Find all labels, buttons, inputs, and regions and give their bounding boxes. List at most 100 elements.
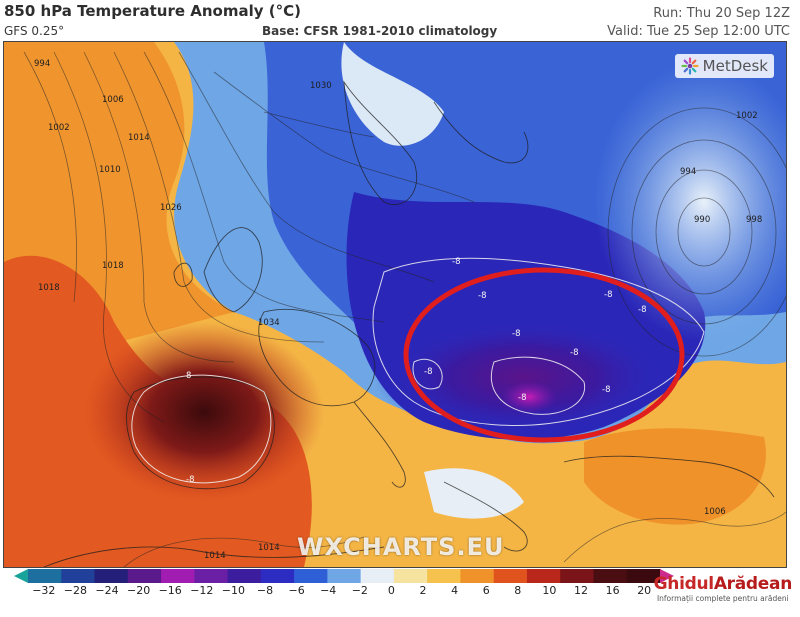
anomaly-label: -8 [518,393,526,403]
isobar-label: 990 [694,215,710,225]
legend-swatch [460,569,495,583]
legend-swatch [127,569,162,583]
legend-tick-label: 8 [514,584,522,597]
legend-tick-label: −12 [190,584,214,597]
scandinavia-pale-region [341,42,444,146]
legend-swatch [493,569,528,583]
highlight-circle [403,267,685,443]
climatology-base-label: Base: CFSR 1981-2010 climatology [262,24,498,38]
anomaly-label: -8 [604,290,612,300]
legend-tick-label: −20 [126,584,151,597]
wxcharts-watermark: WXCHARTS.EU [297,533,505,561]
legend-swatch [260,569,295,583]
anomaly-label: -8 [452,257,460,267]
isobar-label: 1030 [310,81,332,91]
isobar-label: 994 [34,59,50,69]
legend-swatch [94,569,129,583]
cold-core-eastern-europe [374,317,674,437]
isobar-label: 1006 [704,507,726,517]
isobar-label: 1006 [102,95,124,105]
legend-ticks: −32 −28 −24 −20 −16 −12 −10 −8 −6 −4 −2 0 2 4 6 8 10 12 16… [14,584,674,602]
legend-tick-label: 0 [387,584,395,597]
isobar-label: 1010 [99,165,121,175]
legend-swatch [294,569,328,583]
ghidul-aradean-brand: GhidulArădean Informații complete pentru… [653,574,793,603]
color-legend: −32 −28 −24 −20 −16 −12 −10 −8 −6 −4 −2 0 2 4 6 8 10 12 16… [14,568,674,614]
legend-swatch [161,569,195,583]
isobar-label: 994 [680,167,696,177]
isobar-label-layer: 994 1006 1002 1014 1010 1026 1030 1018 1… [34,59,762,561]
metdesk-logo-icon [681,57,699,75]
legend-tick-label: −4 [320,584,337,597]
legend-tick-label: −16 [158,584,182,597]
anomaly-label: 8 [186,371,191,381]
isobars [23,51,786,567]
legend-tick-label: 6 [482,584,490,597]
anomaly-label: -8 [478,291,486,301]
anomaly-label: -8 [570,348,578,358]
legend-tick-label: 12 [574,584,588,597]
brand-name: GhidulArădean [653,574,793,594]
isobar-label: 1018 [38,283,60,293]
isobar-label: 1026 [160,203,182,213]
legend-colorbar [14,569,674,583]
legend-arrow-left [14,569,28,583]
chart-title: 850 hPa Temperature Anomaly (°C) [4,2,301,20]
legend-tick-label: −28 [63,584,87,597]
anomaly-map: 994 1006 1002 1014 1010 1026 1030 1018 1… [3,41,787,568]
legend-tick-label: 16 [605,584,620,597]
turkey-warm-region [584,428,766,525]
legend-tick-label: −24 [95,584,119,597]
russia-mild-region [594,62,786,342]
anomaly-label: -8 [186,475,194,485]
iberia-hot-core [84,322,324,502]
anomaly-label: -8 [638,305,646,315]
metdesk-logo: MetDesk [674,54,774,78]
legend-swatch [28,569,62,583]
legend-tick-label: −6 [288,584,305,597]
legend-swatch [593,569,628,583]
balkan-neutral-region [424,468,524,519]
isobar-label: 1034 [258,318,280,328]
valid-time-label: Valid: Tue 25 Sep 12:00 UTC [607,24,790,39]
isobar-label: 1002 [48,123,70,133]
legend-swatch [427,569,462,583]
anomaly-label-layer: 8 -8 -8 -8 -8 -8 -8 -8 -8 -8 -8 [186,257,646,485]
model-label: GFS 0.25° [4,24,65,38]
legend-tick-label: 4 [451,584,459,597]
isobar-label: 1014 [258,543,280,553]
anomaly-label: -8 [424,367,432,377]
legend-tick-label: −32 [32,584,56,597]
legend-swatch [327,569,362,583]
isobar-label: 1014 [128,133,150,143]
legend-swatch [61,569,96,583]
legend-swatch [227,569,262,583]
map-canvas: 994 1006 1002 1014 1010 1026 1030 1018 1… [4,42,786,567]
legend-tick-label: −8 [256,584,274,597]
legend-swatch [393,569,428,583]
coastlines [43,80,775,567]
anomaly-label: -8 [512,329,520,339]
isobar-label: 1002 [736,111,758,121]
legend-arrow-right [660,569,674,583]
legend-tick-label: 20 [637,584,652,597]
isobar-label: 1014 [204,551,226,561]
brand-name-part2: Arădean [713,574,792,594]
brand-tagline: Informații complete pentru arădeni [656,594,789,603]
isobar-label: 1018 [102,261,124,271]
isobar-label: 998 [746,215,762,225]
legend-tick-label: −10 [221,584,245,597]
anomaly-label: -8 [602,385,610,395]
run-time-label: Run: Thu 20 Sep 12Z [653,6,790,21]
legend-swatch [360,569,395,583]
metdesk-logo-text: MetDesk [702,57,768,75]
legend-tick-label: 10 [542,584,557,597]
legend-tick-label: −2 [351,584,368,597]
extreme-cold-spot [501,381,557,413]
anomaly-contours [131,257,705,484]
legend-tick-label: 2 [419,584,427,597]
legend-swatch [560,569,595,583]
legend-swatch [526,569,561,583]
legend-swatch [194,569,229,583]
brand-name-part1: Ghidul [653,574,714,594]
